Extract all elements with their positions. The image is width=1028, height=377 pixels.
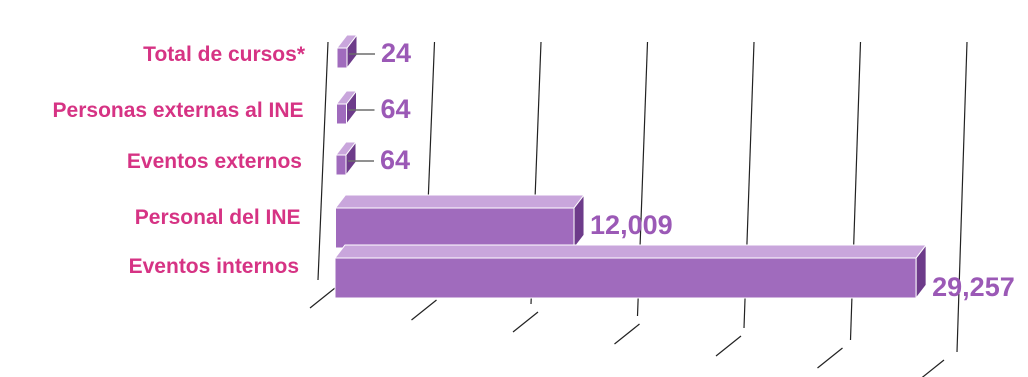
category-labels: Total de cursos* Personas externas al INE… [53, 43, 306, 278]
gridline-back-6 [956, 41, 968, 353]
gridline-floor-0 [309, 287, 336, 309]
category-label-4: Eventos internos [129, 255, 299, 278]
bar-0 [336, 47, 348, 69]
category-label-1: Personas externas al INE [53, 99, 304, 122]
value-label-2: 64 [380, 145, 410, 175]
bar-top-4 [333, 244, 928, 259]
bar-side-1 [346, 89, 357, 126]
gridline-floor-6 [921, 359, 945, 377]
gridline-back-0 [317, 41, 329, 281]
value-label-0: 24 [381, 38, 411, 68]
bar-2 [335, 154, 347, 176]
bar-4 [334, 257, 917, 299]
gridline-floor-1 [411, 299, 437, 321]
category-label-3: Personal del INE [135, 206, 301, 229]
gridline-floor-4 [715, 335, 742, 357]
bar-3 [335, 207, 575, 249]
bars [333, 33, 928, 300]
value-label-1: 64 [381, 94, 411, 124]
gridline-floor-5 [817, 347, 843, 369]
value-label-3: 12,009 [590, 210, 673, 240]
value-label-4: 29,257 [932, 272, 1015, 302]
gridline-floor-2 [512, 311, 539, 333]
bar-top-3 [334, 194, 586, 209]
bar-1 [336, 103, 347, 125]
category-label-2: Eventos externos [127, 150, 302, 173]
bar-side-0 [346, 33, 358, 70]
bar-side-3 [573, 193, 585, 250]
bar-side-4 [915, 243, 927, 300]
gridline-floor-3 [614, 323, 640, 345]
bar-side-2 [345, 140, 357, 177]
category-label-0: Total de cursos* [143, 43, 306, 66]
value-labels: 24 64 64 12,009 29,257 [380, 38, 1015, 302]
